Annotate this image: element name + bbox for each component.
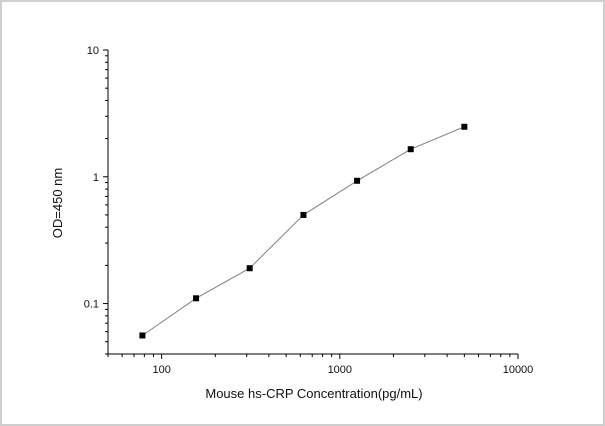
ticks: 100 1000 10000 0.1 1 10 xyxy=(84,45,534,376)
data-point xyxy=(193,295,200,302)
data-point xyxy=(300,211,307,218)
series-line xyxy=(142,126,465,336)
y-tick-label: 0.1 xyxy=(84,299,99,311)
x-tick-label: 100 xyxy=(152,364,170,376)
data-point xyxy=(461,123,468,130)
x-tick-label: 10000 xyxy=(503,364,534,376)
y-tick-label: 1 xyxy=(93,172,99,184)
data-point xyxy=(246,265,253,272)
series xyxy=(139,123,468,339)
x-axis-label: Mouse hs-CRP Concentration(pg/mL) xyxy=(205,386,422,401)
data-point xyxy=(139,332,146,339)
data-point xyxy=(354,177,361,184)
data-point xyxy=(407,146,414,153)
y-axis-label: OD=450 nm xyxy=(50,168,65,238)
x-tick-label: 1000 xyxy=(328,364,352,376)
y-tick-label: 10 xyxy=(87,45,99,57)
axes xyxy=(107,50,518,355)
